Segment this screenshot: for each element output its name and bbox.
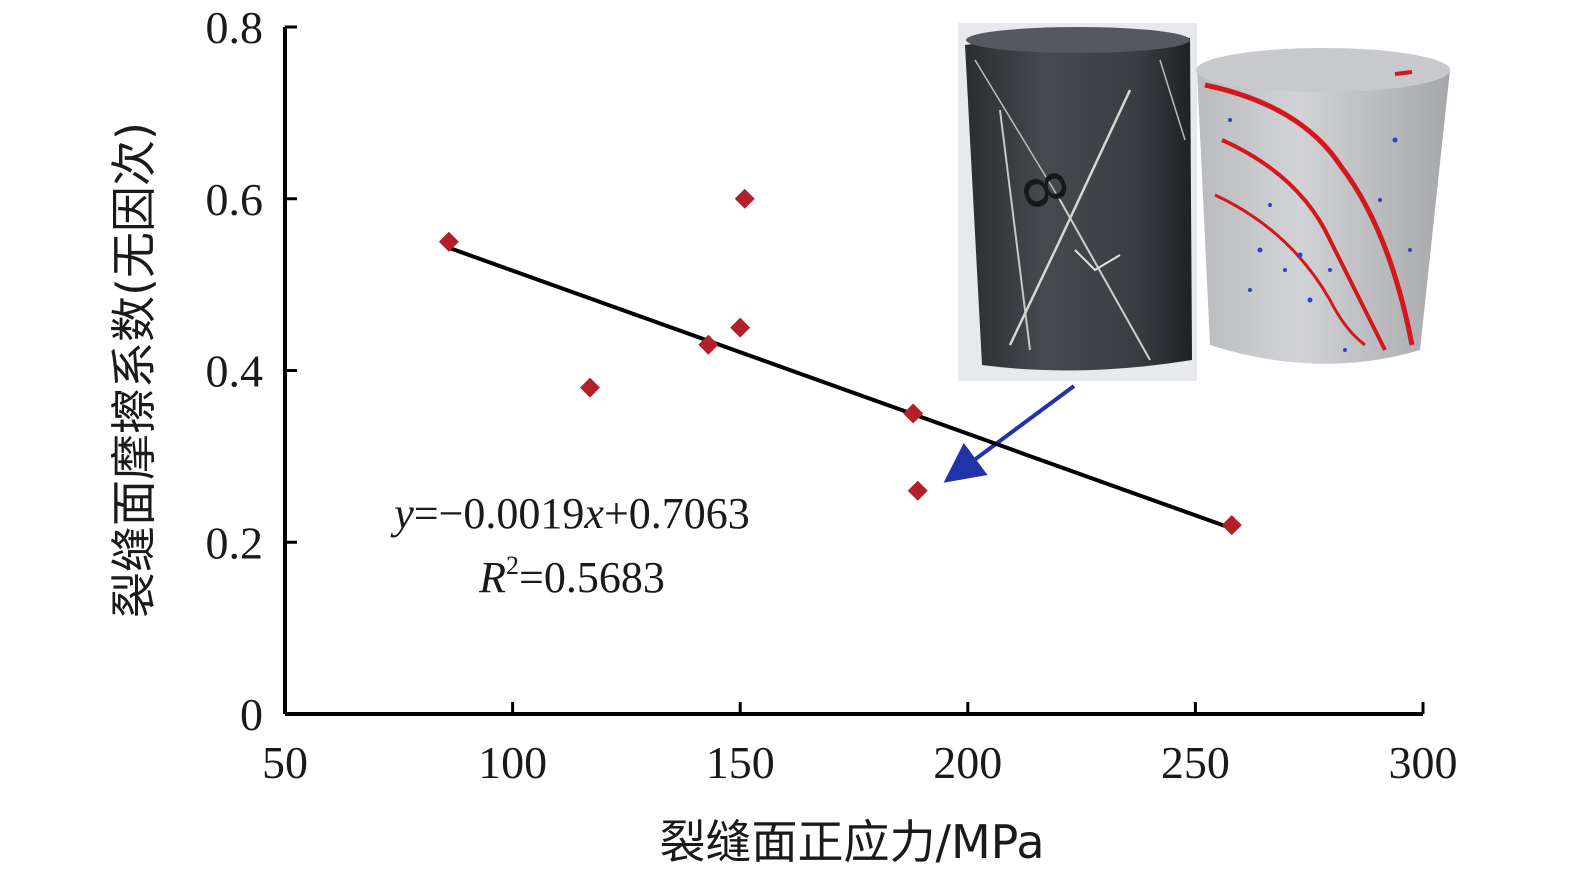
x-tick-label: 100	[478, 737, 547, 788]
x-tick-label: 250	[1161, 737, 1230, 788]
y-axis-title: 裂缝面摩擦系数(无因次)	[107, 122, 161, 618]
data-points	[438, 188, 1242, 536]
y-ticks: 0 0.2 0.4 0.6 0.8	[206, 2, 297, 740]
rock-core-photo: 8	[958, 23, 1197, 381]
x-ticks: 50 100 150 200 250 300	[262, 702, 1458, 788]
data-point	[579, 377, 600, 398]
data-point	[734, 188, 755, 209]
x-tick-label: 300	[1389, 737, 1458, 788]
data-point	[1221, 515, 1242, 536]
r-squared-text: R2=0.5683	[478, 551, 665, 602]
y-tick-label: 0.8	[206, 2, 264, 53]
y-tick-label: 0.4	[206, 346, 264, 397]
x-axis-title: 裂缝面正应力/MPa	[659, 815, 1044, 869]
y-tick-label: 0.2	[206, 517, 264, 568]
x-tick-label: 200	[933, 737, 1002, 788]
equation-text: y=−0.0019x+0.7063	[390, 489, 750, 538]
data-point	[903, 403, 924, 424]
data-point	[438, 231, 459, 252]
data-point	[698, 334, 719, 355]
data-point	[730, 317, 751, 338]
x-tick-label: 150	[706, 737, 775, 788]
trendline	[448, 245, 1233, 531]
x-tick-label: 50	[262, 737, 308, 788]
annotation-arrow	[943, 384, 1076, 483]
y-tick-label: 0.6	[206, 174, 264, 225]
y-tick-label: 0	[240, 689, 263, 740]
inset-images: 8	[958, 23, 1450, 381]
ct-fracture-render	[1196, 48, 1450, 364]
data-point	[907, 480, 928, 501]
